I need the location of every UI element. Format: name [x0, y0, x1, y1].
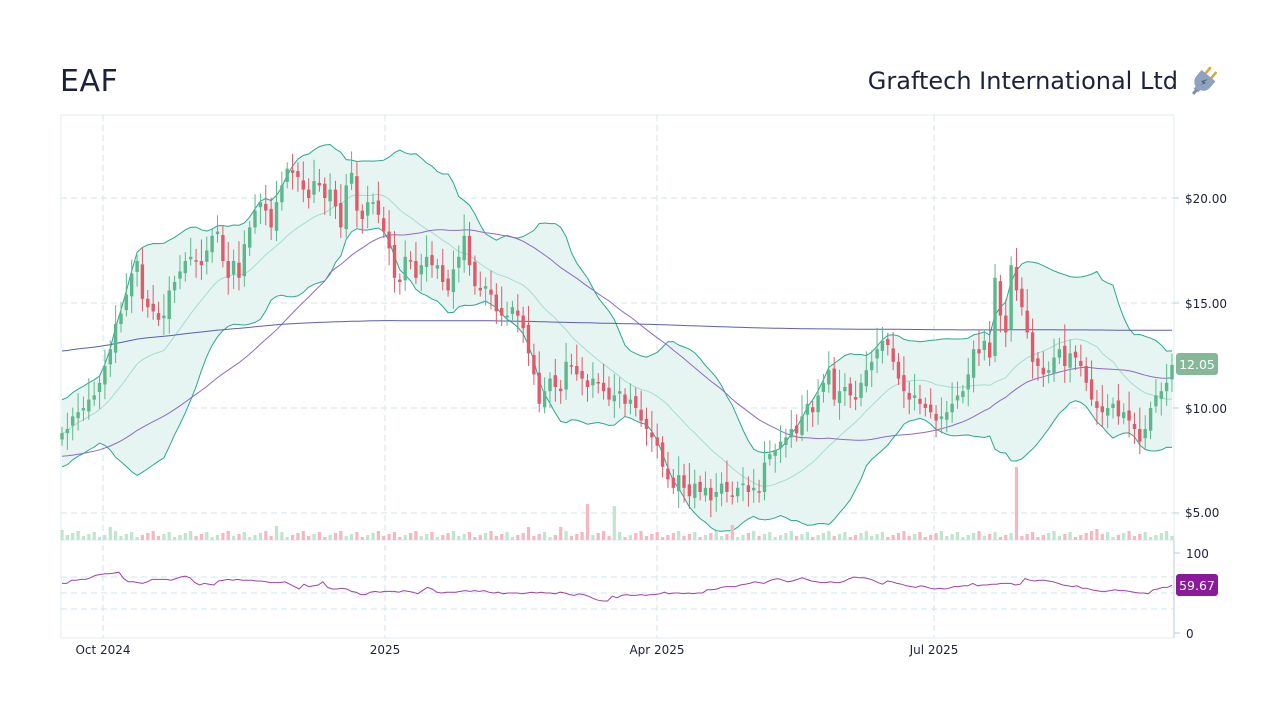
last-price-badge: 12.05 [1176, 353, 1218, 375]
electric-plug-icon [1191, 66, 1218, 95]
ticker-symbol: EAF [60, 64, 119, 99]
last-rsi-badge: 59.67 [1176, 574, 1218, 596]
price-label-10: $10.00 [1185, 402, 1227, 416]
rsi-pane [62, 571, 1173, 602]
price-label-20: $20.00 [1185, 192, 1227, 206]
last-rsi-value: 59.67 [1179, 578, 1215, 593]
x-label-jul-2025: Jul 2025 [909, 643, 959, 657]
x-label-2025: 2025 [370, 643, 401, 657]
x-label-apr-2025: Apr 2025 [629, 643, 684, 657]
x-label-oct-2024: Oct 2024 [75, 643, 130, 657]
price-label-15: $15.00 [1185, 297, 1227, 311]
chart-axes: $20.00 $15.00 $10.00 $5.00 100 0 Oct 202… [75, 192, 1227, 657]
bollinger-bands [61, 143, 1173, 532]
candlesticks [60, 151, 1174, 518]
volume-bars [60, 467, 1174, 540]
rsi-label-100: 100 [1186, 547, 1209, 561]
last-price-value: 12.05 [1179, 357, 1215, 372]
company-name: Graftech International Ltd [867, 67, 1178, 95]
price-label-5: $5.00 [1185, 506, 1219, 520]
moving-averages [61, 229, 1173, 457]
rsi-label-0: 0 [1186, 627, 1194, 641]
